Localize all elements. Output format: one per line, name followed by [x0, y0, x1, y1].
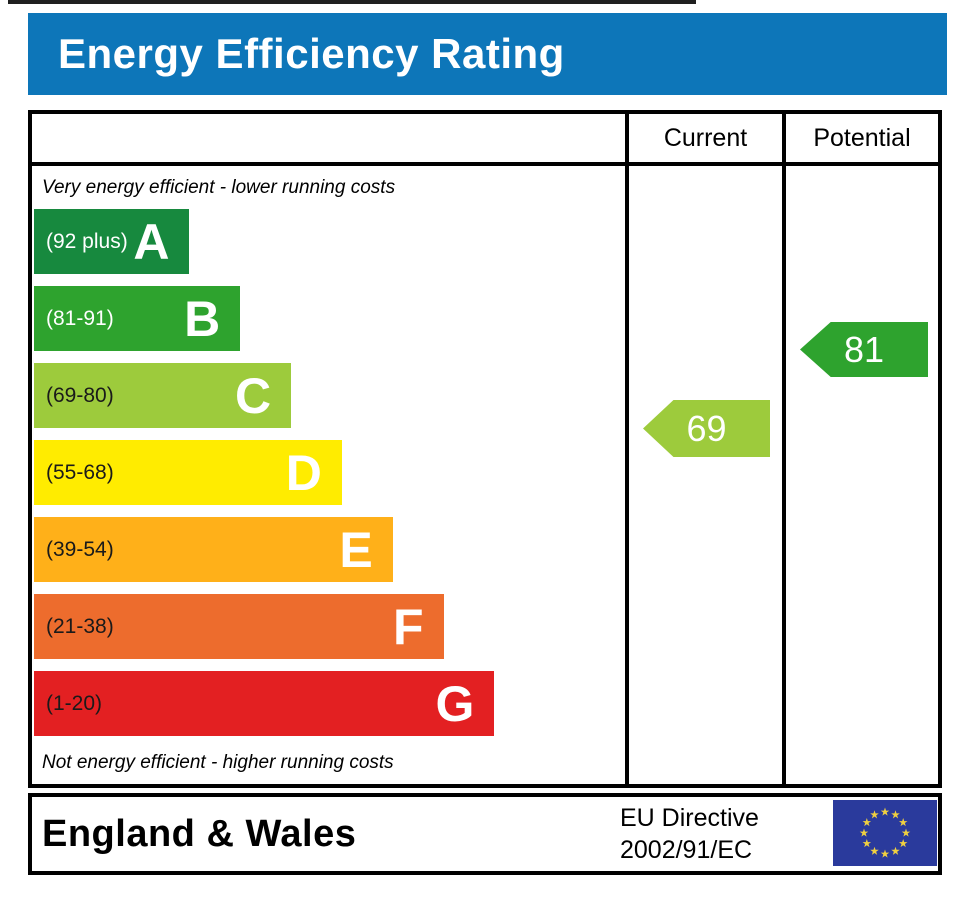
- eu-directive-text: EU Directive 2002/91/EC: [620, 802, 759, 866]
- top-note: Very energy efficient - lower running co…: [42, 176, 396, 198]
- rating-table: Current Potential Very energy efficient …: [28, 110, 942, 788]
- band-range-label: (81-91): [46, 307, 114, 330]
- band-row-c: (69-80) C: [34, 363, 292, 428]
- eu-directive-line1: EU Directive: [620, 804, 759, 832]
- band-range-label: (69-80): [46, 384, 114, 407]
- bands-column: Very energy efficient - lower running co…: [32, 166, 625, 784]
- current-rating-arrow: 69: [643, 400, 770, 457]
- column-header-current: Current: [625, 114, 782, 166]
- band-letter: A: [133, 213, 170, 270]
- region-label: England & Wales: [42, 812, 357, 855]
- eu-directive-line2: 2002/91/EC: [620, 836, 753, 864]
- band-row-g: (1-20) G: [34, 671, 495, 736]
- band-range-label: (1-20): [46, 692, 103, 715]
- eu-flag-icon: [833, 800, 937, 866]
- column-header-potential: Potential: [782, 114, 938, 166]
- band-range-label: (39-54): [46, 538, 114, 561]
- band-letter: G: [435, 675, 475, 732]
- footer-bar: England & Wales EU Directive 2002/91/EC: [28, 793, 942, 875]
- band-letter: F: [393, 598, 424, 655]
- header-cell-empty: [32, 114, 625, 166]
- band-range-label: (92 plus): [46, 230, 128, 253]
- band-letter: C: [234, 367, 272, 424]
- band-letter: E: [339, 521, 373, 578]
- potential-column: [782, 166, 938, 784]
- band-letter: D: [285, 444, 322, 501]
- band-range-label: (55-68): [46, 461, 114, 484]
- band-row-f: (21-38) F: [34, 594, 444, 659]
- current-column: [625, 166, 782, 784]
- band-row-a: (92 plus) A: [34, 209, 190, 274]
- bottom-note: Not energy efficient - higher running co…: [42, 752, 394, 773]
- page-title: Energy Efficiency Rating: [58, 30, 565, 77]
- title-bar: Energy Efficiency Rating: [28, 13, 947, 95]
- band-letter: B: [184, 290, 221, 347]
- band-row-b: (81-91) B: [34, 286, 241, 351]
- band-row-d: (55-68) D: [34, 440, 342, 505]
- top-edge-line: [8, 0, 696, 4]
- band-row-e: (39-54) E: [34, 517, 393, 582]
- band-range-label: (21-38): [46, 615, 114, 638]
- potential-rating-arrow: 81: [800, 322, 928, 377]
